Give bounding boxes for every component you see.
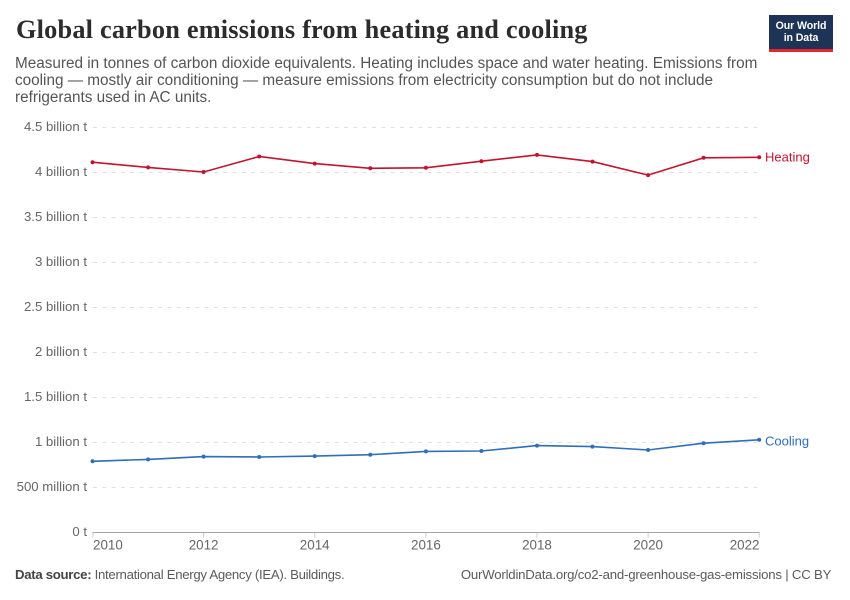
svg-text:2.5 billion t: 2.5 billion t <box>24 299 87 314</box>
svg-text:2010: 2010 <box>93 538 123 553</box>
svg-text:2020: 2020 <box>633 538 663 553</box>
svg-text:Cooling: Cooling <box>765 434 809 449</box>
svg-text:2012: 2012 <box>189 538 219 553</box>
svg-text:3.5 billion t: 3.5 billion t <box>24 209 87 224</box>
svg-text:1.5 billion t: 1.5 billion t <box>24 389 87 404</box>
svg-text:3 billion t: 3 billion t <box>35 254 87 269</box>
svg-text:2014: 2014 <box>300 538 330 553</box>
svg-text:Heating: Heating <box>765 150 810 165</box>
svg-text:2016: 2016 <box>411 538 441 553</box>
svg-text:4.5 billion t: 4.5 billion t <box>24 119 87 134</box>
svg-text:500 million t: 500 million t <box>17 479 88 494</box>
svg-text:2018: 2018 <box>522 538 552 553</box>
svg-text:4 billion t: 4 billion t <box>35 164 87 179</box>
svg-text:0 t: 0 t <box>72 524 87 539</box>
svg-text:1 billion t: 1 billion t <box>35 434 87 449</box>
svg-text:2022: 2022 <box>730 538 760 553</box>
svg-text:2 billion t: 2 billion t <box>35 344 87 359</box>
